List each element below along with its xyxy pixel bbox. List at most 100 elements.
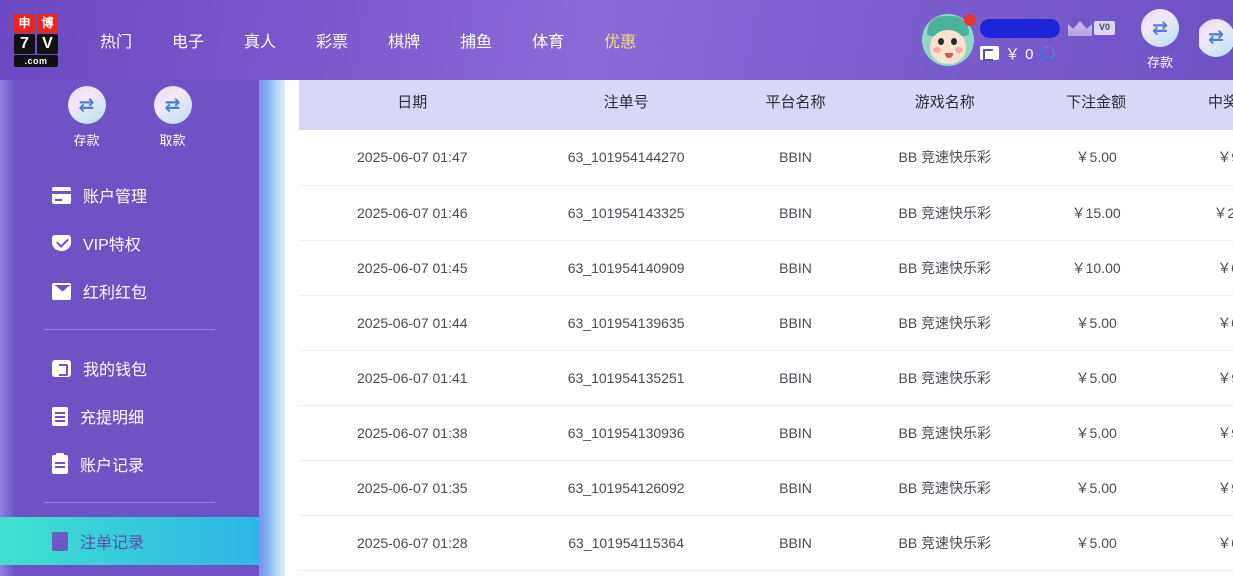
user-balance-row: ￥ 0 (979, 43, 1115, 63)
header-withdraw-button[interactable]: ⇄ (1199, 18, 1233, 62)
logo-top-chars: 申 博 (14, 13, 58, 33)
sidebar-deposit-button[interactable]: ⇄ 存款 (56, 86, 118, 149)
cell-win-amount: ￥9.80 (1167, 405, 1233, 461)
table-row[interactable]: 2025-06-07 01:46 63_101954143325 BBIN BB 竞速… (299, 185, 1233, 241)
vip-level-label: V0 (1093, 21, 1115, 35)
bet-record-icon (52, 531, 68, 551)
sidebar-item-bet-records[interactable]: 注单记录 (0, 517, 259, 565)
sidebar-item-wallet[interactable]: 我的钱包 (0, 344, 259, 392)
sidebar-label-transaction-details: 充提明细 (80, 410, 145, 427)
deposit-icon: ⇄ (1141, 9, 1179, 47)
refresh-balance-icon[interactable] (1040, 45, 1055, 61)
sidebar-label-account-records: 账户记录 (80, 458, 145, 475)
nav-item-hot[interactable]: 热门 (100, 34, 133, 51)
sidebar-quick-actions: ⇄ 存款 ⇄ 取款 (0, 72, 259, 149)
table-header: 日期 注单号 平台名称 游戏名称 下注金额 中奖金额 (299, 72, 1233, 130)
sidebar-item-bonus[interactable]: 红利红包 (0, 267, 259, 315)
avatar-eye-left (937, 38, 944, 45)
table-row[interactable]: 2025-06-07 01:41 63_101954135251 BBIN BB 竞速… (299, 350, 1233, 406)
vip-level-badge[interactable]: V0 (1067, 20, 1115, 36)
main-nav: 热门 电子 真人 彩票 棋牌 捕鱼 体育 优惠 (80, 22, 656, 58)
col-header-bet-no: 注单号 (525, 72, 727, 130)
cell-bet-no: 63_101954143325 (525, 185, 727, 241)
cell-date: 2025-06-07 01:35 (299, 460, 526, 516)
sidebar-menu: 账户管理 VIP特权 红利红包 我的钱包 充提明细 账户记录 (0, 171, 259, 576)
sidebar-content-gradient-strip (259, 72, 285, 576)
user-name-row: V0 (979, 17, 1115, 39)
table-row[interactable]: 2025-06-07 01:44 63_101954139635 BBIN BB 竞速… (299, 295, 1233, 351)
sidebar-left-edge (0, 72, 16, 576)
cell-win-amount: ￥0.00 (1167, 515, 1233, 571)
nav-item-sports[interactable]: 体育 (532, 34, 565, 51)
cell-date: 2025-06-07 01:47 (299, 130, 526, 186)
sidebar-withdraw-button[interactable]: ⇄ 取款 (142, 86, 204, 149)
sidebar-label-account-management: 账户管理 (83, 189, 148, 206)
deposit-icon: ⇄ (67, 86, 106, 124)
sidebar-withdraw-label: 取款 (159, 133, 186, 148)
cell-game: BB 竞速快乐彩 (864, 130, 1026, 186)
nav-item-live[interactable]: 真人 (244, 34, 277, 51)
cell-bet-no: 63_101954130936 (525, 405, 727, 461)
table-row[interactable]: 2025-06-07 01:45 63_101954140909 BBIN BB 竞速… (299, 240, 1233, 296)
sidebar-item-vip[interactable]: VIP特权 (0, 219, 259, 267)
sidebar-item-account-records[interactable]: 账户记录 (0, 440, 259, 488)
cell-platform: BBIN (726, 460, 865, 516)
logo-char-1: 申 (14, 13, 35, 33)
sidebar-label-wallet: 我的钱包 (83, 362, 148, 379)
crown-icon (1067, 21, 1092, 36)
sidebar-divider-1 (44, 329, 215, 330)
sidebar-item-partial[interactable] (0, 565, 259, 576)
document-icon (52, 406, 68, 426)
bet-records-table: 日期 注单号 平台名称 游戏名称 下注金额 中奖金额 2025-06-07 01… (299, 72, 1233, 571)
table-row[interactable]: 2025-06-07 01:28 63_101954115364 BBIN BB 竞速… (299, 515, 1233, 571)
col-header-platform: 平台名称 (726, 72, 865, 130)
avatar-eye-right (950, 38, 957, 45)
cell-game: BB 竞速快乐彩 (864, 350, 1026, 406)
site-logo[interactable]: 申 博 7 V .com (10, 12, 62, 68)
cell-platform: BBIN (726, 295, 865, 351)
cell-bet-amount: ￥15.00 (1025, 185, 1168, 241)
logo-char-3: 7 (14, 33, 35, 54)
cell-game: BB 竞速快乐彩 (864, 515, 1026, 571)
nav-item-promotions[interactable]: 优惠 (604, 34, 637, 51)
sidebar-deposit-label: 存款 (73, 133, 100, 148)
logo-char-2: 博 (37, 13, 58, 33)
sidebar-item-transaction-details[interactable]: 充提明细 (0, 392, 259, 440)
cell-platform: BBIN (726, 240, 865, 296)
nav-item-fishing[interactable]: 捕鱼 (460, 34, 493, 51)
nav-item-chess[interactable]: 棋牌 (388, 34, 421, 51)
cell-date: 2025-06-07 01:38 (299, 405, 526, 461)
cell-date: 2025-06-07 01:46 (299, 185, 526, 241)
nav-item-slots[interactable]: 电子 (172, 34, 205, 51)
cell-win-amount: ￥9.80 (1167, 350, 1233, 406)
cell-date: 2025-06-07 01:28 (299, 515, 526, 571)
table-row[interactable]: 2025-06-07 01:38 63_101954130936 BBIN BB 竞速… (299, 405, 1233, 461)
cell-win-amount: ￥0.00 (1167, 240, 1233, 296)
sidebar: ⇄ 存款 ⇄ 取款 账户管理 VIP特权 红利红包 (0, 72, 259, 576)
cell-game: BB 竞速快乐彩 (864, 185, 1026, 241)
logo-char-4: V (37, 33, 58, 54)
nav-item-lottery[interactable]: 彩票 (316, 34, 349, 51)
main-content: 日期 注单号 平台名称 游戏名称 下注金额 中奖金额 2025-06-07 01… (285, 72, 1233, 576)
cell-platform: BBIN (726, 515, 865, 571)
cell-bet-no: 63_101954140909 (525, 240, 727, 296)
cell-bet-no: 63_101954126092 (525, 460, 727, 516)
table-body: 2025-06-07 01:47 63_101954144270 BBIN BB 竞速… (299, 130, 1233, 571)
cell-date: 2025-06-07 01:44 (299, 295, 526, 351)
cell-game: BB 竞速快乐彩 (864, 240, 1026, 296)
table-row[interactable]: 2025-06-07 01:47 63_101954144270 BBIN BB 竞速… (299, 130, 1233, 186)
withdraw-icon: ⇄ (153, 86, 192, 124)
cell-bet-no: 63_101954115364 (525, 515, 727, 571)
avatar-cheek-left (932, 47, 941, 53)
sidebar-item-account-management[interactable]: 账户管理 (0, 171, 259, 219)
avatar[interactable] (921, 14, 976, 66)
header-deposit-button[interactable]: ⇄ 存款 (1129, 9, 1191, 71)
cell-bet-amount: ￥5.00 (1025, 405, 1168, 461)
header-user-area: V0 ￥ 0 ⇄ 存款 ⇄ (921, 0, 1233, 80)
wallet-icon (979, 46, 999, 61)
cell-bet-no: 63_101954135251 (525, 350, 727, 406)
cell-date: 2025-06-07 01:45 (299, 240, 526, 296)
cell-bet-no: 63_101954144270 (525, 130, 727, 186)
logo-mid-chars: 7 V (14, 33, 58, 54)
table-row[interactable]: 2025-06-07 01:35 63_101954126092 BBIN BB 竞速… (299, 460, 1233, 516)
